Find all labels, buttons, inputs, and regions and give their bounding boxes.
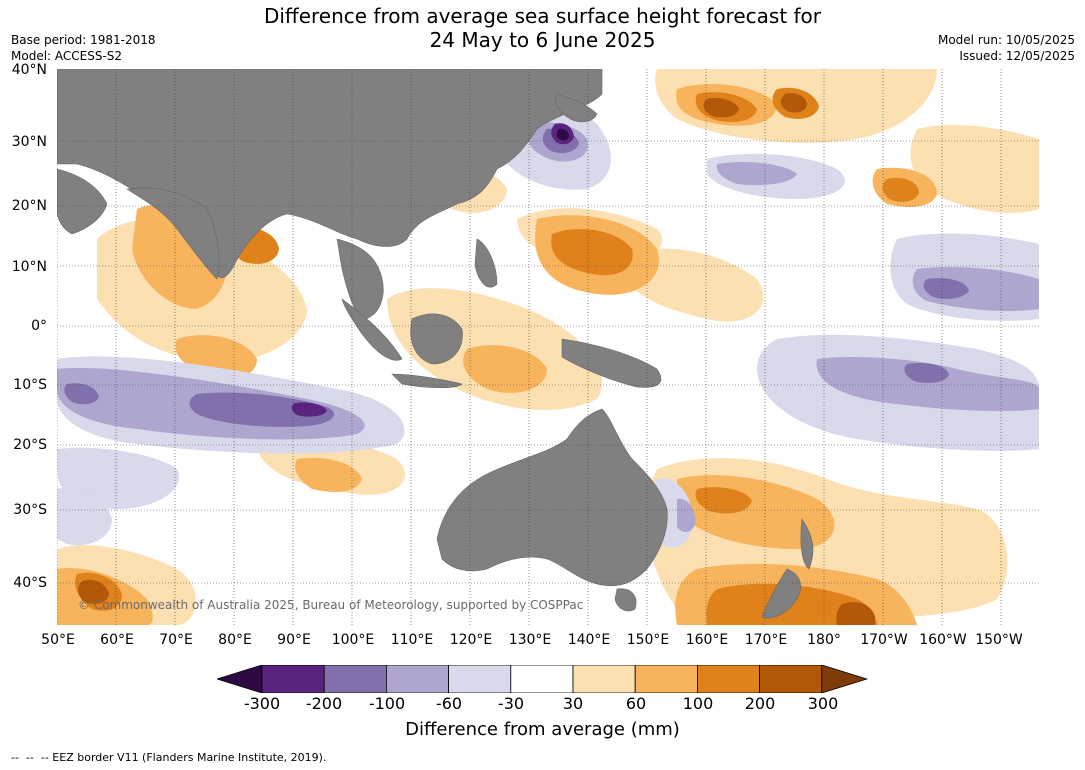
land — [57, 69, 814, 619]
land-india — [126, 187, 220, 280]
lat-label: 30°N — [11, 134, 47, 150]
lon-label: 150°W — [975, 632, 1023, 648]
lon-label: 160°E — [685, 632, 729, 648]
colorbar-extend-high — [821, 665, 869, 693]
colorbar-title: Difference from average (mm) — [405, 719, 680, 740]
colorbar-tick: 60 — [625, 694, 647, 713]
lat-label: 10°S — [13, 377, 47, 393]
colorbar-segment — [759, 665, 823, 693]
lat-label: 40°S — [13, 575, 47, 591]
base-period: Base period: 1981-2018 — [11, 33, 156, 47]
title-line-1: Difference from average sea surface heig… — [263, 4, 822, 28]
land-indochina — [336, 238, 384, 320]
colorbar-segment — [385, 665, 449, 693]
lat-label: 30°S — [13, 502, 47, 518]
eez-border-legend: -- -- -- EEZ border V11 (Flanders Marine… — [11, 751, 327, 764]
issued-date: Issued: 12/05/2025 — [959, 49, 1075, 63]
colorbar-tick: 100 — [682, 694, 714, 713]
lon-label: 90°E — [277, 632, 311, 648]
colorbar — [217, 665, 869, 693]
land-arabia — [57, 168, 108, 235]
lat-label: 20°S — [13, 437, 47, 453]
lon-label: 120°E — [449, 632, 493, 648]
land-java — [391, 373, 463, 389]
lon-label: 100°E — [331, 632, 375, 648]
copyright-notice: © Commonwealth of Australia 2025, Bureau… — [78, 598, 584, 612]
lon-label: 110°E — [390, 632, 434, 648]
title-line-2: 24 May to 6 June 2025 — [429, 28, 656, 52]
lon-label: 140°E — [567, 632, 611, 648]
land-sumatra — [341, 298, 403, 361]
colorbar-segment — [634, 665, 698, 693]
land-borneo — [410, 313, 463, 365]
land-new-zealand-north — [800, 518, 814, 570]
lat-label: 40°N — [11, 62, 47, 78]
lon-label: 160°W — [919, 632, 967, 648]
colorbar-tick: 300 — [807, 694, 839, 713]
colorbar-segment — [323, 665, 387, 693]
colorbar-tick: -60 — [435, 694, 463, 713]
anomaly-deep-purple — [291, 123, 574, 417]
land-australia — [436, 408, 668, 587]
colorbar-tick: -100 — [368, 694, 406, 713]
lon-label: 180° — [807, 632, 841, 648]
lon-label: 50°E — [41, 632, 75, 648]
land-new-guinea — [561, 338, 662, 388]
lon-label: 170°E — [744, 632, 788, 648]
lon-label: 170°W — [860, 632, 908, 648]
colorbar-tick: 30 — [562, 694, 584, 713]
colorbar-tick: 200 — [744, 694, 776, 713]
meta-right: Model run: 10/05/2025 Issued: 12/05/2025 — [938, 32, 1075, 64]
land-philippines — [474, 238, 498, 288]
colorbar-tick: -200 — [305, 694, 343, 713]
colorbar-segment — [448, 665, 512, 693]
colorbar-segment — [696, 665, 760, 693]
lat-label: 20°N — [11, 198, 47, 214]
model-name: Model: ACCESS-S2 — [11, 49, 123, 63]
lon-label: 150°E — [626, 632, 670, 648]
land-japan — [554, 93, 598, 123]
land-new-zealand-south — [761, 568, 801, 619]
colorbar-extend-low — [217, 665, 263, 693]
land-tasmania — [614, 588, 637, 612]
colorbar-tick: -300 — [243, 694, 281, 713]
colorbar-segment — [510, 665, 574, 693]
lon-label: 80°E — [218, 632, 252, 648]
colorbar-tick: -30 — [497, 694, 525, 713]
lon-label: 60°E — [100, 632, 134, 648]
colorbar-segment — [261, 665, 325, 693]
lat-label: 10°N — [11, 259, 47, 275]
sea-height-map — [57, 69, 1039, 625]
meta-left: Base period: 1981-2018 Model: ACCESS-S2 — [11, 32, 156, 64]
anomaly-brown — [78, 93, 875, 625]
map-title: Difference from average sea surface heig… — [0, 4, 1085, 52]
colorbar-segment — [572, 665, 636, 693]
lat-label: 0° — [31, 318, 47, 334]
model-run: Model run: 10/05/2025 — [937, 33, 1075, 47]
lon-label: 130°E — [508, 632, 552, 648]
lon-label: 70°E — [159, 632, 193, 648]
